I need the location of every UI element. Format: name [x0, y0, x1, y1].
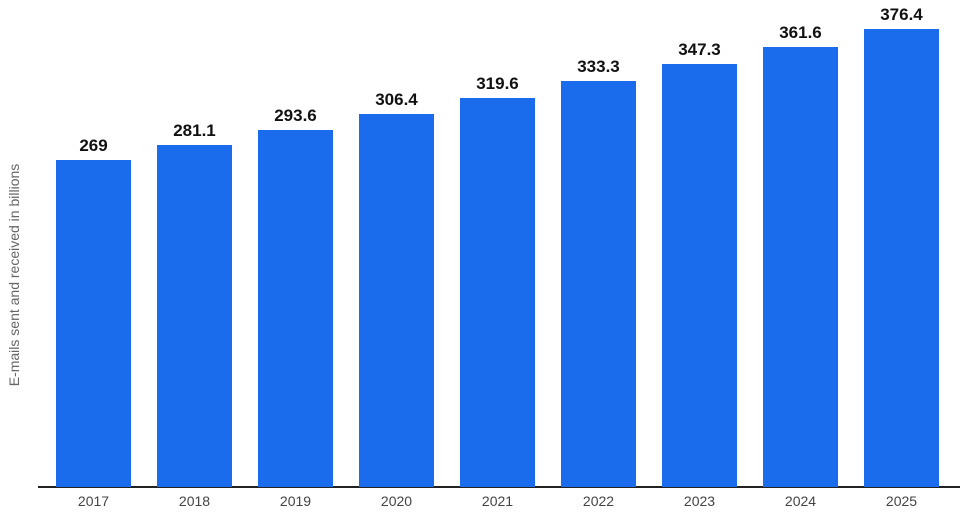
value-label-2019: 293.6 [274, 106, 317, 125]
x-tick-2020: 2020 [380, 493, 413, 509]
x-axis-line [38, 486, 960, 488]
bar-2022 [561, 81, 636, 487]
x-tick-2025: 2025 [885, 493, 918, 509]
value-label-2017: 269 [79, 136, 108, 155]
bar-2024 [763, 47, 838, 487]
value-label-2018: 281.1 [173, 121, 216, 140]
x-tick-2018: 2018 [178, 493, 211, 509]
x-tick-2022: 2022 [582, 493, 615, 509]
value-label-2025: 376.4 [880, 5, 923, 24]
x-tick-2024: 2024 [784, 493, 817, 509]
bar-2023 [662, 64, 737, 487]
x-tick-2019: 2019 [279, 493, 312, 509]
bar-2018 [157, 145, 232, 487]
value-label-2021: 319.6 [476, 74, 519, 93]
x-tick-2023: 2023 [683, 493, 716, 509]
value-label-2024: 361.6 [779, 23, 822, 42]
bar-2019 [258, 130, 333, 487]
value-label-2022: 333.3 [577, 57, 620, 76]
x-tick-2017: 2017 [77, 493, 110, 509]
bar-2017 [56, 160, 131, 487]
value-label-2020: 306.4 [375, 90, 418, 109]
bar-2020 [359, 114, 434, 487]
x-tick-2021: 2021 [481, 493, 514, 509]
bar-2021 [460, 98, 535, 487]
bar-2025 [864, 29, 939, 487]
value-label-2023: 347.3 [678, 40, 721, 59]
